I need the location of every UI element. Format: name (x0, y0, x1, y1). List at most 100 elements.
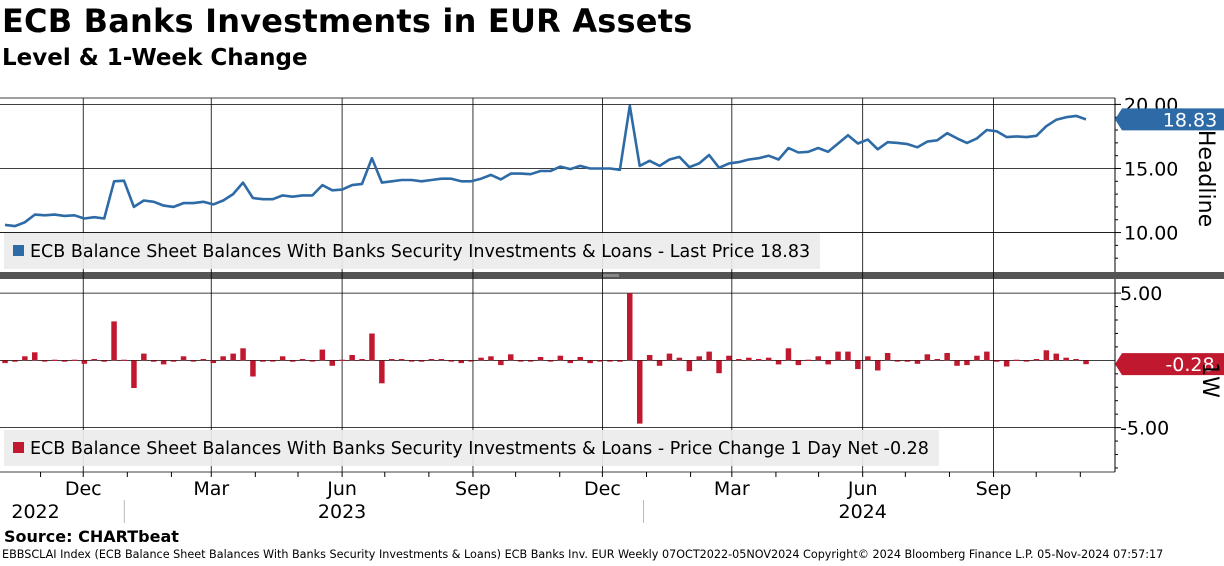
change-bar (160, 360, 167, 365)
x-month-label: Mar (714, 478, 750, 500)
change-bar (835, 351, 841, 361)
change-bar (170, 360, 177, 362)
change-bar (12, 360, 18, 362)
change-bar (508, 354, 514, 361)
x-month-label: Sep (455, 478, 491, 500)
headline-axis-title: Headline (1193, 130, 1218, 227)
change-bar (557, 355, 564, 361)
change-bar (706, 351, 712, 361)
last-value-box (1115, 108, 1224, 131)
change-bar (61, 360, 68, 362)
change-bar (180, 356, 187, 361)
change-bar (637, 360, 643, 424)
x-month-label: Jun (326, 478, 357, 500)
change-bar (746, 357, 752, 361)
change-bar (875, 360, 881, 371)
change-bar (309, 360, 316, 362)
change-bar (656, 360, 663, 366)
change-bar (81, 360, 88, 364)
change-bar (676, 357, 683, 361)
separator-grip (603, 274, 619, 277)
change-bar (686, 360, 693, 372)
change-bar (954, 360, 960, 366)
change-bar (904, 360, 911, 362)
change-bar (646, 355, 653, 361)
legend-swatch (13, 442, 24, 453)
change-bar (795, 360, 802, 366)
chart-subtitle: Level & 1-Week Change (2, 45, 308, 71)
change-bar (736, 359, 742, 361)
y-tick-label: -5.00 (1120, 418, 1169, 440)
top-legend: ECB Balance Sheet Balances With Banks Se… (4, 233, 821, 269)
change-bar (884, 353, 891, 361)
change-bar (666, 353, 673, 361)
change-bar (220, 356, 226, 361)
change-bar (488, 356, 494, 361)
change-bar (518, 360, 524, 362)
last-value-box (1115, 353, 1224, 376)
change-bar (1053, 353, 1059, 361)
change-bar (934, 359, 940, 361)
change-bar (855, 360, 861, 370)
change-bar (279, 356, 286, 361)
change-bar (1083, 360, 1089, 365)
change-bar (924, 354, 931, 361)
change-bar (944, 353, 950, 361)
footer-info: EBBSCLAI Index (ECB Balance Sheet Balanc… (2, 548, 1164, 561)
y-tick-label: 5.00 (1120, 283, 1162, 305)
change-bar (1013, 359, 1020, 361)
change-last-value: -0.28 (1115, 353, 1224, 376)
change-bar (785, 348, 792, 361)
change-bar (448, 360, 454, 362)
source-note: Source: CHARTbeat (4, 527, 179, 546)
x-year-label: 2022 (11, 501, 59, 523)
change-bar (587, 360, 593, 364)
legend-label: ECB Balance Sheet Balances With Banks Se… (30, 242, 810, 262)
change-bar (527, 360, 534, 362)
change-bar (627, 293, 633, 361)
change-bar (547, 360, 554, 362)
change-bar (1033, 359, 1040, 361)
change-bar (765, 357, 772, 361)
change-bar (91, 359, 97, 361)
last-value-text: 18.83 (1163, 109, 1217, 131)
change-bar (339, 359, 345, 361)
change-bar (369, 333, 375, 361)
change-bar (825, 360, 831, 365)
change-bar (240, 348, 246, 361)
headline-series-line (4, 104, 1087, 228)
change-bar (597, 360, 603, 362)
change-bar (1023, 360, 1030, 362)
change-bar (716, 360, 722, 374)
change-bar (696, 356, 702, 361)
change-bar (418, 360, 425, 362)
change-bar (607, 360, 613, 362)
change-bar (914, 360, 921, 364)
change-bar (894, 360, 901, 362)
change-bar (468, 360, 474, 362)
change-bar (964, 360, 970, 366)
change-bar (41, 360, 48, 362)
change-bar (478, 357, 484, 361)
change-bar (577, 357, 583, 361)
change-bar (865, 356, 871, 361)
change-bar (200, 359, 207, 361)
last-value-text: -0.28 (1165, 354, 1214, 376)
change-bar (537, 357, 544, 361)
change-bar (289, 360, 296, 362)
change-bar (2, 360, 8, 364)
x-month-label: Dec (65, 478, 102, 500)
change-bar (319, 349, 326, 361)
change-bar (845, 351, 851, 361)
change-bar (250, 360, 256, 377)
y-tick-label: 15.00 (1124, 158, 1178, 180)
change-bar (121, 359, 127, 361)
change-bar (567, 360, 573, 364)
headline-last-value: 18.83 (1115, 108, 1224, 131)
change-bar (230, 353, 236, 361)
change-bar (994, 360, 1000, 362)
legend-box (4, 233, 821, 269)
legend-swatch (13, 245, 24, 256)
x-month-label: Jun (847, 478, 878, 500)
